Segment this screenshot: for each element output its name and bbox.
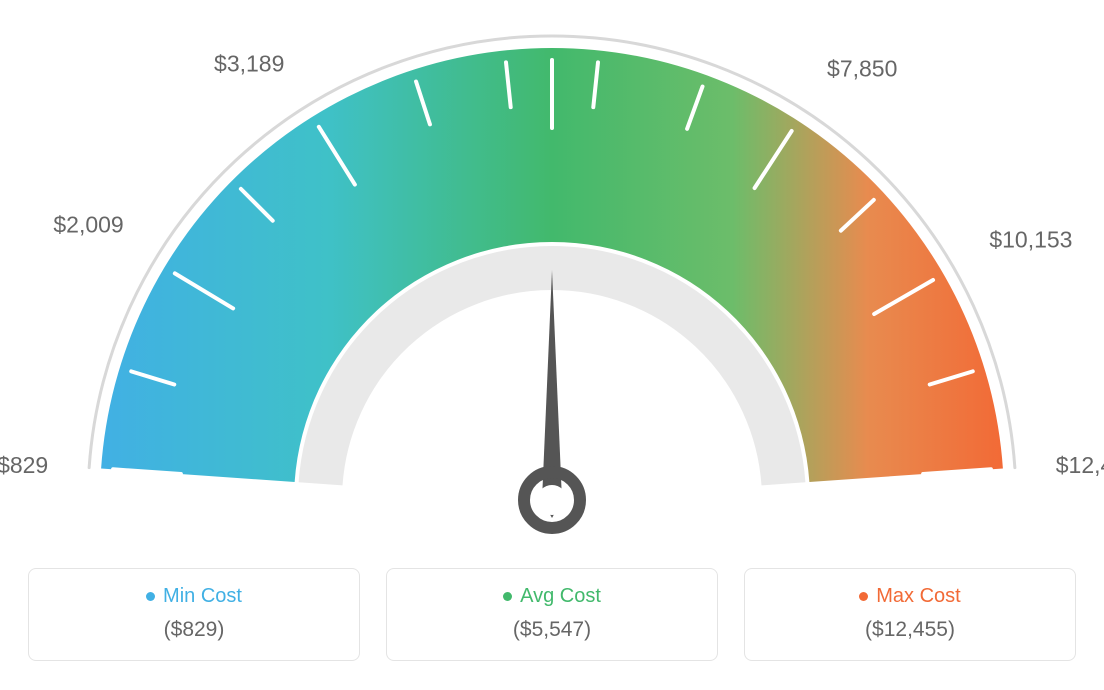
legend-card-max: Max Cost ($12,455) <box>744 568 1076 661</box>
legend-dot-min <box>146 592 155 601</box>
legend-dot-max <box>859 592 868 601</box>
legend-value-avg: ($5,547) <box>387 618 717 642</box>
legend-card-min: Min Cost ($829) <box>28 568 360 661</box>
legend-row: Min Cost ($829) Avg Cost ($5,547) Max Co… <box>0 568 1104 661</box>
legend-card-avg: Avg Cost ($5,547) <box>386 568 718 661</box>
legend-text-min: Min Cost <box>163 585 242 608</box>
legend-dot-avg <box>503 592 512 601</box>
gauge-scale-label: $3,189 <box>214 51 284 77</box>
gauge-scale-label: $12,455 <box>1056 452 1104 478</box>
legend-text-avg: Avg Cost <box>520 585 601 608</box>
gauge-needle <box>542 270 562 518</box>
gauge-scale-label: $2,009 <box>53 211 123 237</box>
legend-value-min: ($829) <box>29 618 359 642</box>
legend-value-max: ($12,455) <box>745 618 1075 642</box>
legend-label-max: Max Cost <box>859 585 960 608</box>
gauge-scale-label: $10,153 <box>989 227 1072 253</box>
cost-gauge: $829$2,009$3,189$5,547$7,850$10,153$12,4… <box>0 0 1104 550</box>
gauge-svg: $829$2,009$3,189$5,547$7,850$10,153$12,4… <box>0 0 1104 550</box>
legend-label-min: Min Cost <box>146 585 242 608</box>
legend-text-max: Max Cost <box>876 585 960 608</box>
gauge-scale-label: $829 <box>0 452 48 478</box>
legend-label-avg: Avg Cost <box>503 585 601 608</box>
gauge-scale-label: $7,850 <box>827 55 897 81</box>
